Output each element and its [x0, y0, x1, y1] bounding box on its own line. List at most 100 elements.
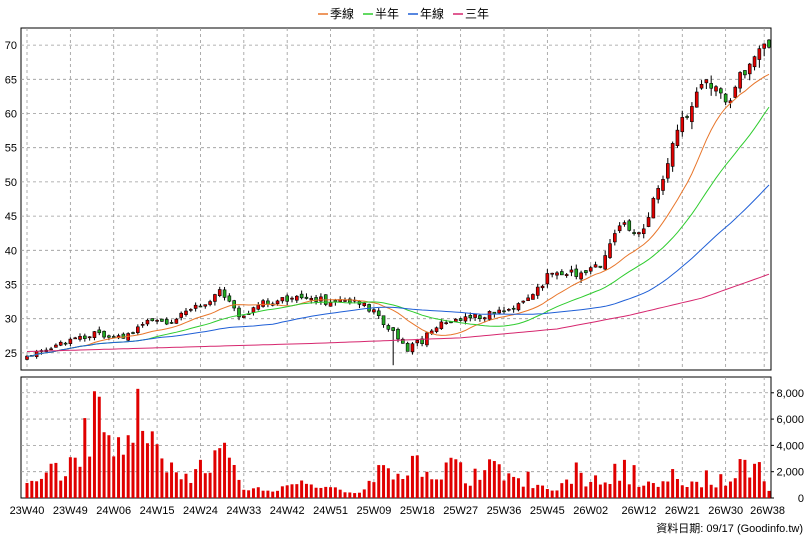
ma-line-4	[26, 273, 770, 352]
price-tick-2: 30	[5, 314, 17, 326]
x-label-5: 24W24	[183, 505, 218, 517]
candle-body-138	[685, 116, 689, 118]
volume-bar-120	[598, 484, 602, 498]
volume-bar-115	[574, 462, 578, 498]
x-label-10: 25W18	[400, 505, 435, 517]
candle-body-38	[203, 304, 208, 307]
candle-body-141	[699, 84, 704, 89]
volume-bar-55	[285, 485, 289, 498]
volume-bar-66	[338, 489, 342, 498]
volume-bar-75	[382, 465, 386, 498]
volume-bar-29	[160, 458, 164, 498]
volume-bar-24	[136, 388, 140, 498]
candle-body-16	[97, 329, 102, 334]
candle-body-39	[208, 301, 212, 305]
candle-body-123	[613, 233, 617, 243]
candle-body-121	[603, 255, 607, 270]
volume-bar-147	[728, 481, 732, 498]
candle-body-107	[535, 286, 540, 296]
volume-bar-85	[430, 479, 434, 498]
candle-body-48	[251, 307, 256, 313]
volume-bar-139	[690, 481, 694, 498]
candle-body-21	[121, 333, 126, 339]
x-label-6: 24W33	[226, 505, 261, 517]
volume-bar-39	[208, 472, 212, 498]
volume-bar-135	[671, 469, 675, 498]
volume-bar-76	[386, 468, 390, 498]
volume-bar-117	[584, 486, 588, 498]
candle-body-58	[299, 293, 304, 299]
candle-body-78	[396, 328, 400, 340]
candle-body-88	[444, 322, 448, 325]
candle-body-102	[511, 307, 516, 310]
volume-bar-31	[170, 462, 174, 498]
candle-body-6	[49, 348, 53, 351]
x-label-18: 26W38	[750, 505, 785, 517]
volume-bar-92	[463, 483, 467, 498]
volume-bar-125	[622, 459, 626, 498]
candle-body-76	[386, 325, 391, 330]
candle-body-51	[266, 300, 270, 305]
candle-body-148	[733, 86, 738, 98]
candle-body-34	[184, 310, 188, 316]
candle-body-96	[482, 317, 487, 320]
candle-body-142	[704, 79, 709, 84]
candle-body-15	[92, 331, 97, 338]
volume-panel-frame	[20, 376, 772, 499]
candle-body-145	[719, 88, 723, 94]
candle-body-74	[376, 310, 381, 317]
candle-body-82	[415, 340, 420, 344]
volume-bar-107	[536, 484, 540, 498]
volume-bar-127	[632, 465, 636, 498]
candle-body-75	[381, 315, 386, 326]
candle-body-131	[651, 198, 656, 219]
volume-bar-40	[213, 450, 217, 498]
candle-body-122	[608, 243, 612, 258]
x-label-3: 24W06	[96, 505, 131, 517]
candle-body-125	[622, 222, 627, 225]
volume-bar-10	[68, 457, 72, 498]
volume-bar-32	[174, 472, 178, 498]
candle-body-73	[372, 309, 376, 313]
volume-bars	[25, 388, 771, 498]
volume-bar-138	[685, 487, 689, 498]
volume-bar-52	[271, 491, 275, 498]
legend-label-2: 半年	[375, 7, 399, 21]
candle-body-40	[213, 294, 217, 302]
volume-bar-19	[112, 456, 116, 498]
candle-body-23	[131, 332, 135, 334]
volume-bar-87	[439, 479, 443, 498]
volume-bar-34	[184, 473, 188, 498]
candle-body-1	[25, 355, 29, 360]
candle-body-94	[473, 313, 477, 318]
volume-bar-118	[589, 481, 593, 498]
candle-body-109	[545, 273, 550, 285]
candle-body-154	[762, 43, 766, 49]
candle-body-110	[550, 272, 554, 275]
volume-bar-7	[54, 462, 58, 498]
volume-bar-119	[594, 475, 598, 498]
candle-body-97	[487, 311, 492, 320]
volume-bar-73	[372, 482, 376, 498]
candle-body-14	[87, 336, 92, 339]
volume-bar-155	[767, 490, 771, 498]
volume-bar-129	[642, 485, 646, 498]
volume-bar-6	[49, 463, 53, 498]
volume-bar-89	[449, 457, 453, 498]
volume-tick-4: 6,000	[776, 414, 804, 426]
volume-bar-141	[700, 487, 704, 498]
candle-body-29	[160, 318, 164, 322]
candle-body-13	[83, 335, 87, 339]
candle-body-32	[174, 318, 179, 324]
volume-bar-133	[661, 481, 665, 498]
candle-body-7	[54, 344, 58, 348]
candle-body-130	[646, 217, 651, 227]
candle-body-95	[478, 315, 482, 319]
candle-body-113	[564, 274, 569, 276]
price-tick-10: 70	[5, 40, 17, 52]
x-label-16: 26W21	[665, 505, 700, 517]
volume-bar-108	[541, 485, 545, 498]
volume-bar-3	[35, 481, 39, 498]
